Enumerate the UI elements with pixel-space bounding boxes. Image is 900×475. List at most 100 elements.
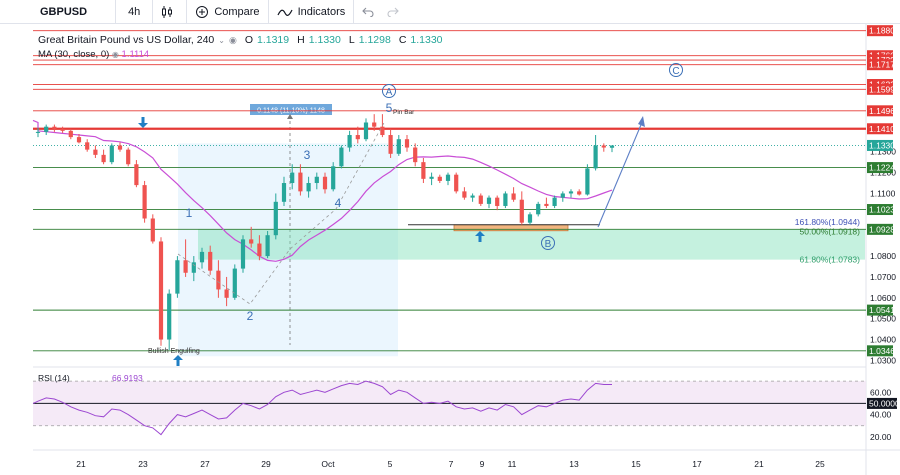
- compare-button[interactable]: Compare: [187, 0, 269, 24]
- chevron-down-icon[interactable]: ⌄: [218, 35, 225, 45]
- price-tag: 1.1023: [867, 204, 895, 216]
- measure-label-box: [250, 104, 332, 115]
- candle-body: [462, 191, 467, 198]
- price-tag: 1.0541: [867, 304, 895, 316]
- candle-body: [93, 149, 98, 155]
- candle-body: [85, 142, 90, 150]
- date-tick-label: 13: [569, 459, 579, 469]
- arrow-shaft: [176, 360, 180, 366]
- candle-body: [568, 191, 574, 194]
- candle-body: [35, 131, 41, 133]
- candle-body: [519, 199, 524, 223]
- wave-label: 4: [335, 196, 342, 210]
- date-tick-label: 5: [388, 459, 393, 469]
- candle-body: [290, 172, 295, 184]
- candle-body: [273, 201, 278, 236]
- price-tag-bg: [867, 123, 893, 135]
- compare-label: Compare: [214, 5, 260, 18]
- price-tick-label: 1.1100: [870, 188, 896, 198]
- arrow-shaft: [478, 236, 482, 242]
- price-tag-text: 1.1410: [869, 124, 895, 134]
- ma-line: [32, 119, 613, 262]
- eye-icon[interactable]: ◉: [111, 50, 119, 59]
- candle-body: [52, 126, 57, 129]
- indicators-button[interactable]: Indicators: [269, 0, 355, 24]
- compare-icon: [196, 5, 209, 18]
- abc-label: B: [545, 239, 552, 250]
- wave-label: 3: [304, 148, 311, 162]
- price-tag: 1.1599: [867, 83, 895, 95]
- candle-body: [224, 289, 229, 298]
- candle-body: [109, 145, 114, 163]
- rsi-label: RSI (14): [38, 373, 70, 383]
- chart-canvas[interactable]: 0.1148 (11.10%) 1148 161.80%(1.0944) 50.00…: [0, 24, 900, 475]
- candle-body: [232, 268, 237, 298]
- wave-label: 5: [386, 101, 393, 115]
- price-tag: 1.1717: [867, 59, 895, 71]
- price-tag-bg: [867, 139, 893, 151]
- date-tick-label: 15: [631, 459, 641, 469]
- candle-body: [388, 135, 393, 154]
- symbol-search[interactable]: GBPUSD: [0, 0, 117, 24]
- abc-circle: [382, 84, 396, 98]
- undo-button[interactable]: [354, 0, 387, 24]
- low-key: L: [348, 34, 355, 46]
- price-tag-bg: [867, 162, 893, 174]
- wave-zone: 0.1148 (11.10%) 1148: [178, 104, 398, 357]
- candle-body: [216, 270, 221, 290]
- candle-body: [158, 241, 164, 340]
- date-tick-label: Oct: [321, 459, 335, 469]
- demand-zone: [198, 229, 865, 260]
- candle-body: [601, 145, 606, 148]
- candle-body: [314, 176, 319, 184]
- candle-body: [363, 122, 369, 140]
- open-value: 1.1319: [257, 34, 290, 46]
- candle-body: [142, 185, 147, 219]
- candle-body: [281, 183, 287, 202]
- fib-label: 61.80%(1.0783): [800, 255, 861, 265]
- candle-body: [503, 193, 508, 206]
- price-tick-label: 1.0300: [870, 355, 896, 365]
- price-tag-text: 1.0541: [869, 305, 895, 315]
- date-tick-label: 21: [754, 459, 764, 469]
- rsi-ref-tag-text: 50.0000: [869, 398, 900, 408]
- top-toolbar: GBPUSD 4h Compare Indicators: [0, 0, 900, 24]
- price-tag-text: 1.1224: [869, 163, 895, 173]
- rsi-pane: 60.00 40.00 20.00 50.0000 RSI (14) 66.9193: [32, 373, 900, 442]
- date-tick-label: 17: [692, 459, 702, 469]
- price-tag-bg: [867, 223, 893, 235]
- price-tag: 1.1880: [867, 25, 895, 37]
- candle-body: [355, 135, 360, 140]
- abc-circle: [541, 236, 555, 250]
- price-tag-text: 1.0928: [869, 224, 895, 234]
- candle-body: [577, 191, 582, 195]
- sell-arrow-icon: [138, 117, 148, 128]
- close-key: C: [398, 34, 407, 46]
- chart-type-button[interactable]: [153, 0, 188, 24]
- price-tag-bg: [867, 59, 893, 71]
- candle-body: [191, 262, 196, 273]
- indicators-label: Indicators: [297, 5, 346, 18]
- last-price-tag: 1.1330: [867, 139, 895, 151]
- fib-label: 161.80%(1.0944): [795, 217, 860, 227]
- candle-body: [478, 195, 483, 204]
- candle-body: [134, 164, 139, 186]
- pin-bar-label: Pin Bar: [393, 109, 415, 116]
- candle-body: [60, 128, 65, 131]
- price-tag-bg: [867, 304, 893, 316]
- price-tag: 1.0928: [867, 223, 895, 235]
- candle-body: [372, 122, 377, 127]
- date-tick-label: 29: [261, 459, 271, 469]
- price-tag-text: 1.1330: [869, 140, 895, 150]
- price-tick-label: 1.1300: [870, 147, 896, 157]
- interval-button[interactable]: 4h: [116, 0, 154, 24]
- candle-body: [306, 183, 311, 192]
- date-tick-label: 23: [138, 459, 148, 469]
- candle-body: [609, 145, 615, 148]
- eye-icon[interactable]: ◉: [228, 34, 237, 45]
- redo-button[interactable]: [387, 0, 412, 24]
- price-tag-bg: [867, 25, 893, 37]
- candle-body: [396, 139, 401, 154]
- price-tag-text: 1.1599: [869, 84, 895, 94]
- close-value: 1.1330: [410, 34, 443, 46]
